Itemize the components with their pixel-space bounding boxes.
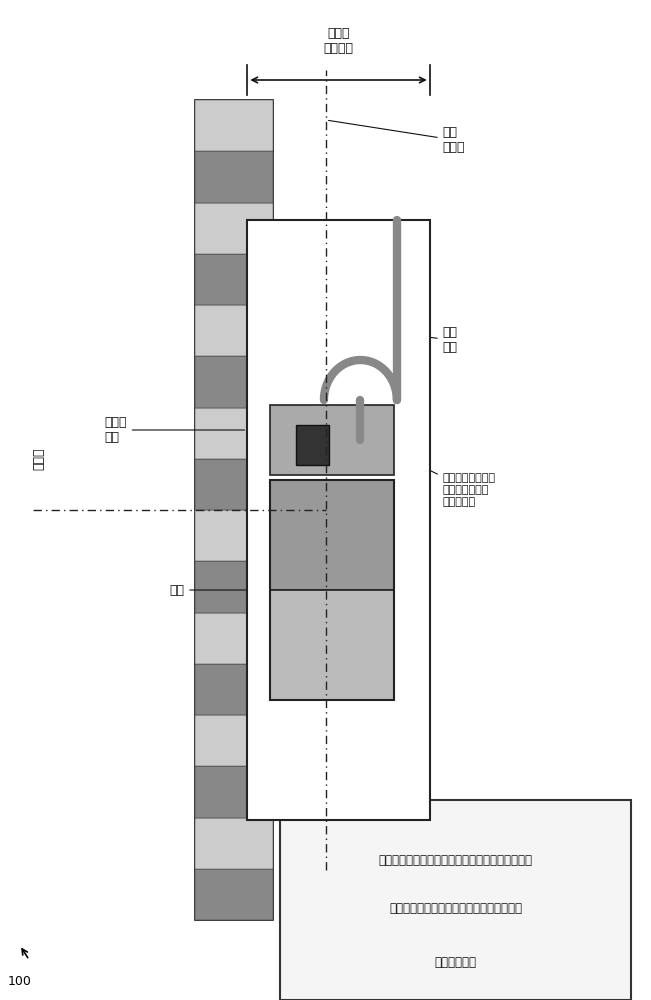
Bar xyxy=(195,305,273,356)
Bar xyxy=(195,869,273,920)
Bar xyxy=(195,664,273,715)
Bar xyxy=(195,459,273,510)
Bar xyxy=(195,254,273,305)
FancyBboxPatch shape xyxy=(280,800,631,1000)
Text: 旋转轴: 旋转轴 xyxy=(33,448,46,470)
Bar xyxy=(195,561,273,612)
Text: 传感器
模块: 传感器 模块 xyxy=(104,416,245,444)
Bar xyxy=(195,408,273,459)
Text: 弯曲
引线: 弯曲 引线 xyxy=(363,326,458,354)
Text: 磁传感器（具有在
传感器芯片上的
感测元件）: 磁传感器（具有在 传感器芯片上的 感测元件） xyxy=(372,441,495,507)
Bar xyxy=(270,590,394,700)
Bar xyxy=(195,612,273,664)
Bar xyxy=(195,715,273,766)
Text: 磁体在垂直于传感器芯片表面的方向上磁化: 磁体在垂直于传感器芯片表面的方向上磁化 xyxy=(389,902,522,916)
Text: 100: 100 xyxy=(8,975,31,988)
Bar xyxy=(270,480,394,700)
Bar xyxy=(195,100,273,920)
Text: （现有技术）: （现有技术） xyxy=(435,956,477,970)
Bar xyxy=(195,151,273,203)
Bar xyxy=(195,202,273,254)
Bar xyxy=(247,220,430,820)
Bar xyxy=(296,425,329,465)
Bar xyxy=(195,818,273,869)
Text: 齿轮: 齿轮 xyxy=(276,790,308,804)
Text: 感测元件在垂直于传感器芯片表面的方向上敏感，: 感测元件在垂直于传感器芯片表面的方向上敏感， xyxy=(379,854,533,867)
Bar xyxy=(270,405,394,475)
Bar xyxy=(195,100,273,151)
Bar xyxy=(195,766,273,818)
Text: 传感器
模块尺寸: 传感器 模块尺寸 xyxy=(324,27,353,55)
Bar xyxy=(195,510,273,561)
Bar xyxy=(270,480,394,590)
Bar xyxy=(195,356,273,408)
Text: 磁体: 磁体 xyxy=(169,584,268,596)
Text: 模块
对称轴: 模块 对称轴 xyxy=(329,120,465,154)
